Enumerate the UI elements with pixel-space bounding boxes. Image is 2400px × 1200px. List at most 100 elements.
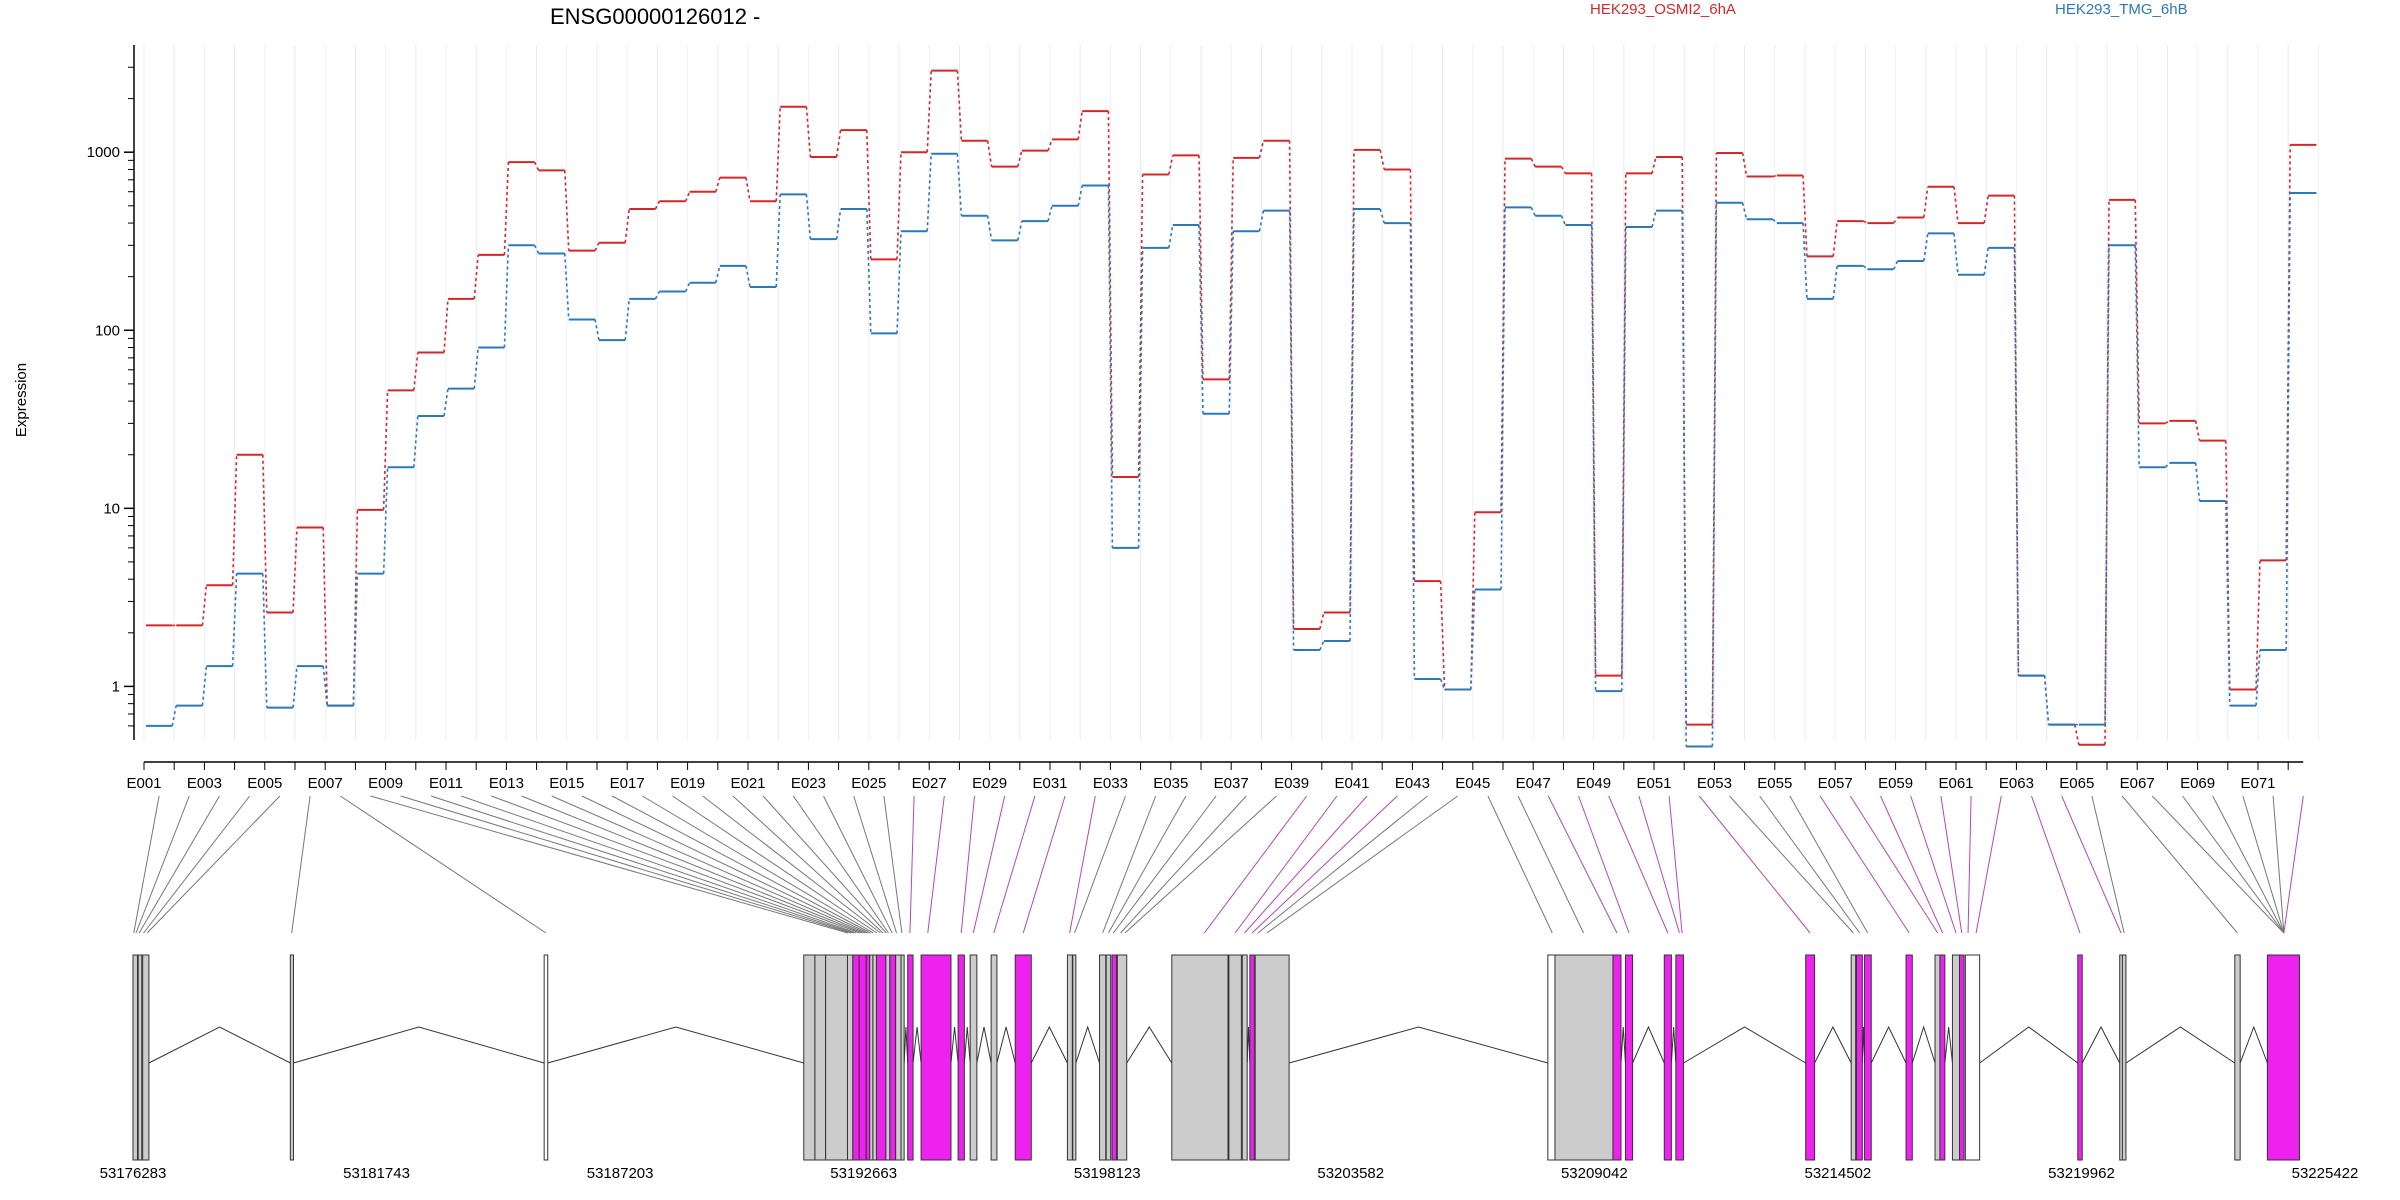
step-connector [684, 282, 691, 292]
step-connector [594, 242, 600, 252]
exon-link [1022, 795, 1066, 934]
step-connector [413, 352, 419, 391]
step-connector [262, 454, 268, 613]
exon-link [927, 795, 945, 934]
step-connector [322, 666, 328, 706]
exon-link [1638, 795, 1680, 934]
exon-link [1967, 795, 1972, 934]
x-tick-label: E037 [1214, 775, 1249, 792]
exon-highlighted [1612, 954, 1622, 1161]
exon [1254, 954, 1290, 1161]
x-tick-label: E055 [1757, 775, 1792, 792]
genomic-coordinate-label: 53192663 [830, 1165, 897, 1182]
intron-line [293, 1026, 545, 1064]
exon [846, 954, 854, 1161]
exon-link [1578, 795, 1630, 934]
step-connector [1198, 155, 1204, 380]
exon [825, 954, 848, 1161]
x-tick-label: E041 [1334, 775, 1369, 792]
step-connector [956, 153, 963, 216]
step-connector [1651, 210, 1657, 228]
step-connector [684, 191, 691, 202]
step-connector [1319, 612, 1325, 630]
step-connector [1711, 202, 1718, 747]
step-connector [2134, 245, 2140, 468]
exon-link [1547, 795, 1618, 934]
exon-highlighted [875, 954, 887, 1161]
expression-series [146, 69, 2317, 748]
exon-link [1668, 795, 1683, 934]
legend-entry: HEK293_OSMI2_6hA [1590, 1, 1736, 18]
step-connector [1288, 210, 1295, 651]
step-connector [986, 140, 993, 167]
exon [1099, 954, 1107, 1161]
step-connector [533, 161, 540, 171]
exon [814, 954, 827, 1161]
step-connector [715, 265, 721, 283]
exon-link [1849, 795, 1939, 934]
exon-highlighted [1663, 954, 1672, 1161]
intron-line [912, 1026, 922, 1064]
intron-line [950, 1026, 959, 1064]
step-connector [201, 585, 208, 626]
exon-highlighted [1014, 954, 1032, 1161]
step-connector [1349, 149, 1355, 613]
exon-link [853, 795, 898, 934]
exon [543, 954, 549, 1161]
exon-link [430, 795, 854, 934]
y-axis-label: Expression [13, 363, 30, 437]
step-connector [986, 215, 993, 241]
step-connector [1470, 589, 1476, 690]
intron-line [1620, 1026, 1626, 1064]
step-connector [1772, 218, 1778, 224]
y-tick-label: 100 [95, 322, 120, 339]
exon-link [909, 795, 915, 934]
step-connector [1892, 217, 1899, 224]
step-connector [1047, 205, 1053, 222]
step-connector [835, 130, 842, 158]
x-tick-label: E067 [2120, 775, 2155, 792]
step-connector [413, 415, 419, 468]
step-connector [775, 106, 781, 202]
exon [1066, 954, 1073, 1161]
x-tick-label: E049 [1576, 775, 1611, 792]
x-tick-label: E057 [1818, 775, 1853, 792]
exon-link [732, 795, 884, 934]
x-tick-label: E045 [1455, 775, 1490, 792]
exon-link [340, 795, 547, 934]
x-tick-label: E063 [1999, 775, 2034, 792]
exon-link [1517, 795, 1584, 934]
intron-line [1870, 1025, 1907, 1064]
step-connector [1228, 157, 1234, 380]
step-connector [1530, 207, 1536, 217]
exon-link [1789, 795, 1869, 934]
step-connector [2013, 247, 2020, 676]
exon [1171, 954, 1229, 1161]
step-connector [1953, 233, 1959, 275]
exon [137, 954, 143, 1161]
exon-link [1819, 795, 1910, 934]
intron-line [1814, 1025, 1852, 1064]
intron-line [903, 1026, 909, 1064]
x-tick-label: E039 [1274, 775, 1309, 792]
intron-line [1944, 1026, 1953, 1064]
exon-link [1244, 795, 1368, 934]
x-tick-label: E061 [1938, 775, 1973, 792]
exon-highlighted [1675, 954, 1684, 1161]
intron-line [1911, 1025, 1936, 1064]
step-connector [231, 454, 238, 586]
exon-link [370, 795, 849, 934]
step-connector [564, 253, 570, 320]
step-connector [654, 200, 661, 210]
exon-link [993, 795, 1036, 934]
exon [885, 954, 891, 1161]
exon-highlighted [858, 954, 867, 1161]
exon [1934, 954, 1941, 1161]
genomic-coordinate-label: 53198123 [1074, 1165, 1141, 1182]
legend-entry: HEK293_TMG_6hB [2055, 1, 2188, 18]
step-connector [292, 666, 298, 708]
y-tick-label: 1 [112, 678, 120, 695]
step-connector [382, 390, 389, 510]
exon-link [883, 795, 903, 934]
genomic-coordinate-label: 53181743 [343, 1165, 410, 1182]
